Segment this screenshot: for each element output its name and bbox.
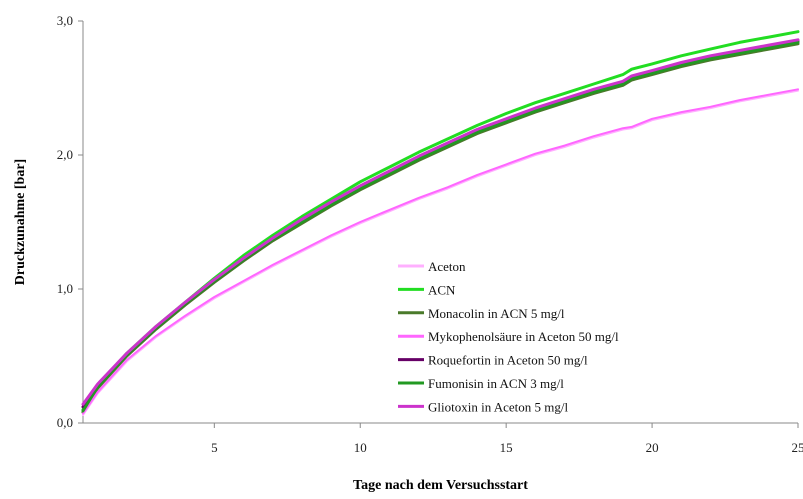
y-tick-label: 3,0 [57, 13, 73, 28]
x-tick-label: 10 [354, 440, 367, 455]
x-tick-label: 15 [500, 440, 513, 455]
y-tick-label: 2,0 [57, 147, 73, 162]
series-layer [81, 30, 800, 416]
y-tick-label: 0,0 [57, 415, 73, 430]
series-line [82, 88, 799, 415]
legend-label: ACN [428, 282, 456, 297]
series-line [81, 38, 800, 406]
y-tick-label: 1,0 [57, 281, 73, 296]
legend: Aceton ACN Monacolin in ACN 5 mg/l Mykophen… [398, 259, 619, 414]
x-tick-label: 5 [211, 440, 218, 455]
legend-label: Monacolin in ACN 5 mg/l [428, 306, 565, 321]
legend-label: Mykophenolsäure in Aceton 50 mg/l [428, 329, 619, 344]
x-axis-title: Tage nach dem Versuchsstart [353, 478, 528, 493]
legend-label: Gliotoxin in Aceton 5 mg/l [428, 399, 568, 414]
legend-label: Fumonisin in ACN 3 mg/l [428, 376, 564, 391]
axes: 0,0 1,0 2,0 3,0 5 10 15 20 25 [57, 13, 803, 455]
legend-label: Roquefortin in Aceton 50 mg/l [428, 353, 588, 368]
x-tick-label: 20 [646, 440, 659, 455]
legend-label: Aceton [428, 259, 466, 274]
series-line [82, 89, 799, 416]
x-tick-label: 25 [792, 440, 803, 455]
y-axis-title: Druckzunahme [bar] [13, 159, 28, 285]
